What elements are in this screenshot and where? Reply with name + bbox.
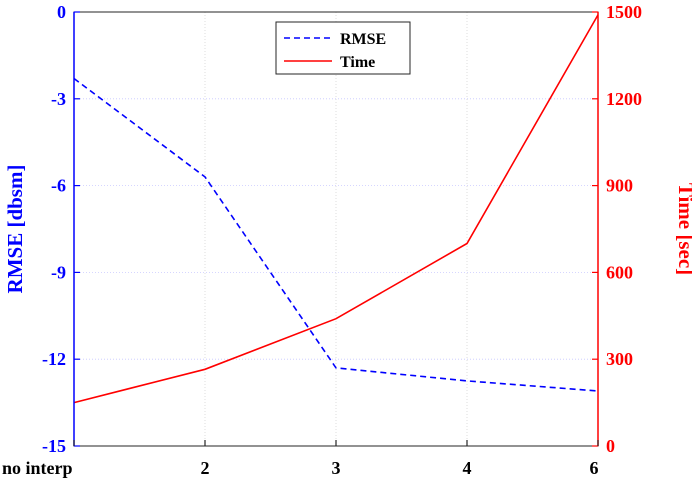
x-tick-label: no interp xyxy=(2,458,73,478)
right-tick-label: 900 xyxy=(606,176,633,196)
legend: RMSE Time xyxy=(275,21,411,75)
ticks: 0 1500 -3 1200 -6 900 -9 600 -12 300 -15 0 no interp… xyxy=(2,2,642,478)
series-line-rmse xyxy=(73,77,599,392)
legend-box xyxy=(275,21,411,75)
left-tick-label: -3 xyxy=(51,89,66,109)
right-tick-label: 600 xyxy=(606,262,633,282)
x-tick-label: 6 xyxy=(590,458,599,478)
left-tick-label: -12 xyxy=(42,349,66,369)
right-axis-label: Time [sec] xyxy=(674,183,692,275)
x-tick-label: 2 xyxy=(201,458,210,478)
series-lines xyxy=(73,14,599,404)
legend-rmse-label: RMSE xyxy=(340,31,386,48)
legend-time-label: Time xyxy=(340,54,375,71)
left-tick-label: -6 xyxy=(51,176,66,196)
right-tick-label: 1200 xyxy=(606,89,642,109)
left-tick-label: 0 xyxy=(57,2,66,22)
x-tick-label: 3 xyxy=(332,458,341,478)
left-axis-label: RMSE [dbsm] xyxy=(3,165,27,294)
right-tick-label: 0 xyxy=(606,436,615,456)
grid xyxy=(74,12,598,446)
right-tick-label: 1500 xyxy=(606,2,642,22)
series-line-time xyxy=(73,14,599,404)
left-tick-label: -15 xyxy=(42,436,66,456)
left-tick-label: -9 xyxy=(51,262,66,282)
x-tick-label: 4 xyxy=(463,458,472,478)
right-tick-label: 300 xyxy=(606,349,633,369)
